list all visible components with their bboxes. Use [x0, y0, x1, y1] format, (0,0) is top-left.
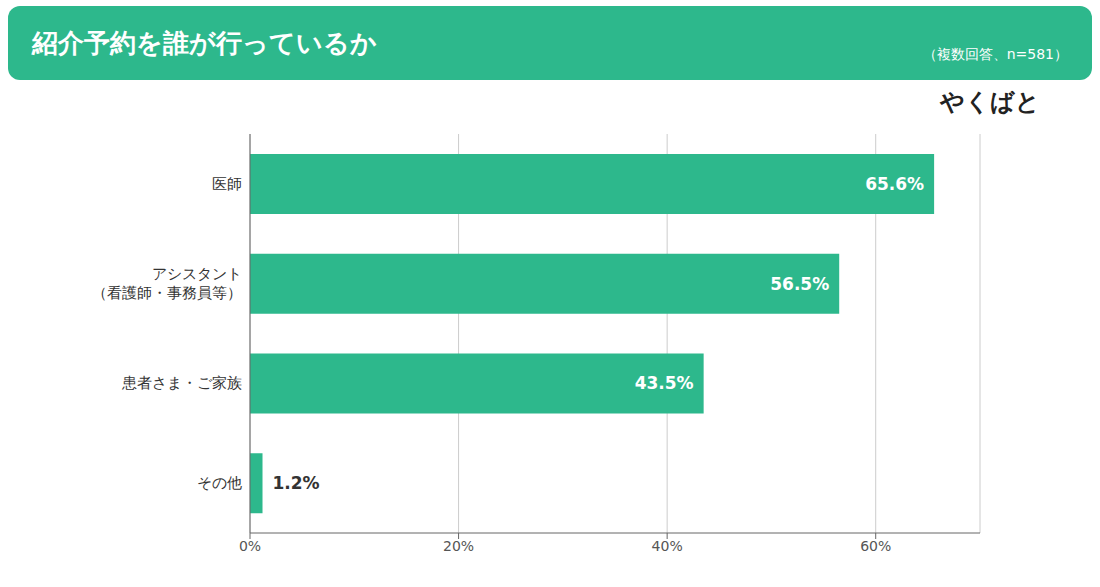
- svg-text:0%: 0%: [239, 538, 261, 554]
- svg-text:56.5%: 56.5%: [770, 274, 829, 294]
- svg-text:43.5%: 43.5%: [635, 373, 694, 393]
- svg-text:40%: 40%: [652, 538, 683, 554]
- html-text:紹介予約を誰が行っているか: 紹介予約を誰が行っているか: [32, 27, 377, 58]
- svg-text:60%: 60%: [860, 538, 891, 554]
- svg-text:医師: 医師: [212, 175, 242, 193]
- svg-text:20%: 20%: [443, 538, 474, 554]
- svg-text:その他: その他: [197, 474, 242, 492]
- svg-text:1.2%: 1.2%: [273, 473, 320, 493]
- svg-text:65.6%: 65.6%: [865, 174, 924, 194]
- svg-text:患者さま・ご家族: 患者さま・ご家族: [121, 374, 242, 392]
- html-text:（複数回答、n=581）: （複数回答、n=581）: [922, 46, 1068, 62]
- svg-text:アシスタント（看護師・事務員等）: アシスタント（看護師・事務員等）: [92, 265, 242, 302]
- html-text:やくばと: やくばと: [940, 88, 1040, 116]
